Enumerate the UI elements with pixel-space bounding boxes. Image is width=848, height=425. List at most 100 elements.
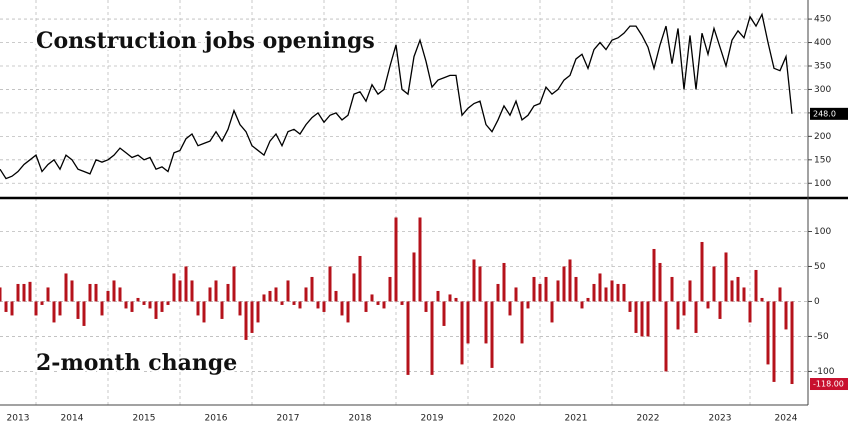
- bar: [274, 287, 278, 302]
- bar: [460, 301, 464, 365]
- bar: [352, 273, 356, 302]
- bar: [250, 301, 254, 333]
- bar: [640, 301, 644, 337]
- bar: [16, 283, 20, 302]
- bar: [88, 283, 92, 302]
- bar: [442, 301, 446, 326]
- bar: [568, 259, 572, 302]
- bar: [736, 276, 740, 302]
- bar: [742, 287, 746, 302]
- bar: [766, 301, 770, 365]
- bar: [628, 301, 632, 312]
- bar: [676, 301, 680, 330]
- bar: [748, 301, 752, 323]
- bar: [688, 280, 692, 302]
- bar: [430, 301, 434, 375]
- bar: [202, 301, 206, 323]
- bar: [268, 290, 272, 302]
- bar: [400, 301, 404, 305]
- bar: [652, 248, 656, 302]
- bar: [682, 301, 686, 316]
- bar: [454, 297, 458, 302]
- bar: [172, 273, 176, 302]
- bar: [226, 283, 230, 302]
- bar: [784, 301, 788, 330]
- bar: [610, 280, 614, 302]
- x-tick-label: 2021: [565, 414, 588, 424]
- bar: [334, 290, 338, 302]
- bar: [244, 301, 248, 340]
- bar: [112, 280, 116, 302]
- value-label-box: [810, 107, 848, 120]
- bar: [664, 301, 668, 372]
- bar: [718, 301, 722, 319]
- bar: [760, 297, 764, 302]
- y-tick-label: -50: [814, 332, 829, 342]
- x-tick-label: 2024: [775, 414, 798, 424]
- bar: [616, 283, 620, 302]
- bar: [532, 276, 536, 302]
- bar: [382, 301, 386, 309]
- bar: [310, 276, 314, 302]
- bar: [646, 301, 650, 337]
- bar: [580, 301, 584, 309]
- bar: [508, 301, 512, 316]
- bar: [256, 301, 260, 323]
- bar: [604, 287, 608, 302]
- bar: [406, 301, 410, 375]
- bar: [232, 266, 236, 302]
- bar: [22, 283, 26, 302]
- bar: [238, 301, 242, 316]
- x-tick-label: 2022: [637, 414, 660, 424]
- y-tick-label: 150: [814, 155, 831, 165]
- bar: [52, 301, 56, 323]
- y-tick-label: 0: [814, 297, 820, 307]
- bar: [418, 217, 422, 302]
- bar: [544, 276, 548, 302]
- bar: [658, 262, 662, 302]
- bar: [712, 266, 716, 302]
- bar: [730, 280, 734, 302]
- bar: [106, 290, 110, 302]
- y-tick-label: 450: [814, 15, 831, 25]
- bar: [118, 287, 122, 302]
- bar: [472, 259, 476, 302]
- bar: [190, 280, 194, 302]
- bar: [340, 301, 344, 316]
- bar: [58, 301, 62, 316]
- x-tick-label: 2017: [277, 414, 300, 424]
- bar: [778, 287, 782, 302]
- bar: [4, 301, 8, 312]
- bar: [136, 297, 140, 302]
- bar: [424, 301, 428, 312]
- bar: [316, 301, 320, 309]
- bar: [754, 269, 758, 302]
- bar: [484, 301, 488, 344]
- bar: [436, 290, 440, 302]
- bar: [388, 276, 392, 302]
- bar: [694, 301, 698, 333]
- bar: [220, 301, 224, 319]
- bar: [208, 287, 212, 302]
- y-tick-label: 100: [814, 227, 831, 237]
- x-tick-label: 2019: [421, 414, 444, 424]
- bar: [148, 301, 152, 309]
- bar: [262, 294, 266, 302]
- bar: [586, 297, 590, 302]
- x-tick-label: 2014: [61, 414, 84, 424]
- y-tick-label: -100: [814, 367, 835, 377]
- x-tick-label: 2018: [349, 414, 372, 424]
- bar: [64, 273, 68, 302]
- bar: [328, 266, 332, 302]
- bar: [724, 252, 728, 302]
- bar: [550, 301, 554, 323]
- bar: [46, 287, 50, 302]
- bar: [322, 301, 326, 312]
- bar: [82, 301, 86, 326]
- y-tick-label: 350: [814, 61, 831, 71]
- bar: [154, 301, 158, 319]
- bar: [538, 283, 542, 302]
- bar: [412, 252, 416, 302]
- y-tick-label: 200: [814, 132, 831, 142]
